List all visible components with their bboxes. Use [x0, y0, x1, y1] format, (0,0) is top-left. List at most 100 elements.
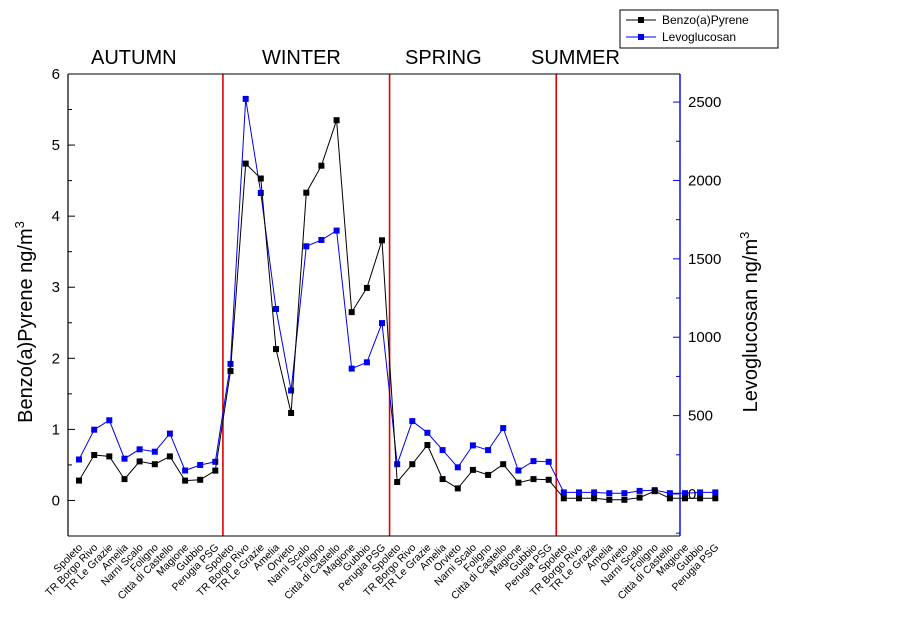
data-point	[288, 387, 295, 394]
data-point	[651, 488, 658, 495]
legend-label-benzo: Benzo(a)Pyrene	[662, 13, 749, 27]
season-dividers	[222, 74, 558, 536]
data-point	[166, 430, 173, 437]
data-point	[636, 487, 643, 494]
data-point	[530, 476, 537, 483]
data-point	[606, 490, 613, 497]
data-point	[469, 442, 476, 449]
data-point	[197, 476, 204, 483]
data-point	[439, 476, 446, 483]
data-point	[666, 495, 673, 502]
data-point	[182, 477, 189, 484]
data-point	[303, 189, 310, 196]
data-point	[136, 458, 143, 465]
series-levoglucosan	[76, 95, 719, 497]
data-point	[485, 447, 492, 454]
data-point	[394, 461, 401, 468]
data-point	[288, 410, 295, 416]
left-axis-label: Benzo(a)Pyrene ng/m3	[12, 221, 37, 423]
data-point	[560, 495, 567, 502]
left-tick-label: 4	[52, 208, 60, 225]
season-label: WINTER	[262, 47, 341, 69]
data-point	[712, 489, 719, 496]
right-tick-label: 2500	[688, 94, 721, 111]
left-tick-label: 2	[52, 350, 60, 367]
legend-marker-benzo	[638, 17, 644, 23]
legend-box	[619, 9, 779, 49]
data-point	[197, 462, 204, 468]
data-point	[136, 446, 143, 453]
data-point	[348, 365, 355, 372]
data-point	[273, 346, 279, 353]
data-point	[712, 495, 719, 502]
data-point	[591, 489, 598, 496]
data-point	[257, 190, 264, 196]
data-point	[303, 243, 310, 250]
data-point	[257, 175, 264, 182]
left-y-axis: 0 1 2 3 4 5 6	[52, 66, 680, 537]
data-point	[394, 479, 401, 485]
data-point	[242, 95, 249, 102]
data-point	[333, 227, 340, 234]
data-point	[454, 464, 461, 471]
left-tick-label: 6	[52, 66, 60, 83]
data-point	[212, 458, 219, 465]
right-tick-label: 2000	[688, 172, 721, 189]
season-label: SUMMER	[531, 47, 620, 69]
data-point	[121, 455, 128, 462]
data-point	[515, 467, 522, 474]
data-point	[151, 448, 158, 455]
data-point	[545, 476, 552, 483]
season-label: AUTUMN	[91, 47, 177, 69]
data-point	[500, 425, 507, 432]
data-point	[439, 447, 446, 454]
data-point	[182, 467, 189, 474]
data-point	[379, 237, 385, 244]
data-point	[515, 479, 522, 486]
legend: Benzo(a)Pyrene Levoglucosan	[619, 9, 779, 49]
data-point	[76, 456, 82, 463]
data-point	[379, 320, 385, 327]
data-point	[227, 360, 234, 367]
series-benzo-pyrene	[76, 117, 719, 503]
data-point	[606, 496, 613, 503]
series-line	[78, 98, 716, 494]
data-point	[424, 442, 431, 448]
right-y-axis: 0 500 1000 1500 2000 2500	[673, 74, 721, 536]
data-point	[500, 461, 507, 468]
data-point	[318, 162, 325, 169]
left-tick-label: 1	[52, 421, 60, 438]
data-point	[454, 485, 461, 492]
data-point	[363, 359, 370, 366]
data-point	[666, 490, 673, 497]
data-point	[91, 452, 98, 458]
data-point	[682, 495, 688, 502]
left-tick-label: 0	[52, 492, 60, 509]
data-point	[591, 495, 598, 502]
data-point	[273, 306, 279, 312]
data-point	[576, 495, 582, 502]
data-point	[636, 494, 643, 501]
season-label: SPRING	[405, 47, 482, 69]
right-tick-label: 500	[688, 408, 713, 425]
data-point	[697, 489, 704, 496]
data-point	[121, 476, 128, 483]
data-point	[485, 471, 492, 478]
data-point	[409, 461, 416, 468]
right-axis-label: Levoglucosan ng/m3	[737, 232, 762, 413]
data-point	[212, 467, 219, 474]
legend-label-levo: Levoglucosan	[662, 30, 736, 44]
data-point	[621, 490, 628, 497]
data-point	[576, 489, 582, 496]
right-tick-label: 0	[688, 486, 696, 503]
left-tick-label: 5	[52, 137, 60, 154]
data-point	[348, 309, 355, 316]
data-point	[106, 417, 113, 424]
data-point	[545, 458, 552, 465]
data-point	[469, 466, 476, 473]
data-point	[106, 453, 113, 460]
data-point	[424, 429, 431, 436]
data-point	[242, 160, 249, 167]
